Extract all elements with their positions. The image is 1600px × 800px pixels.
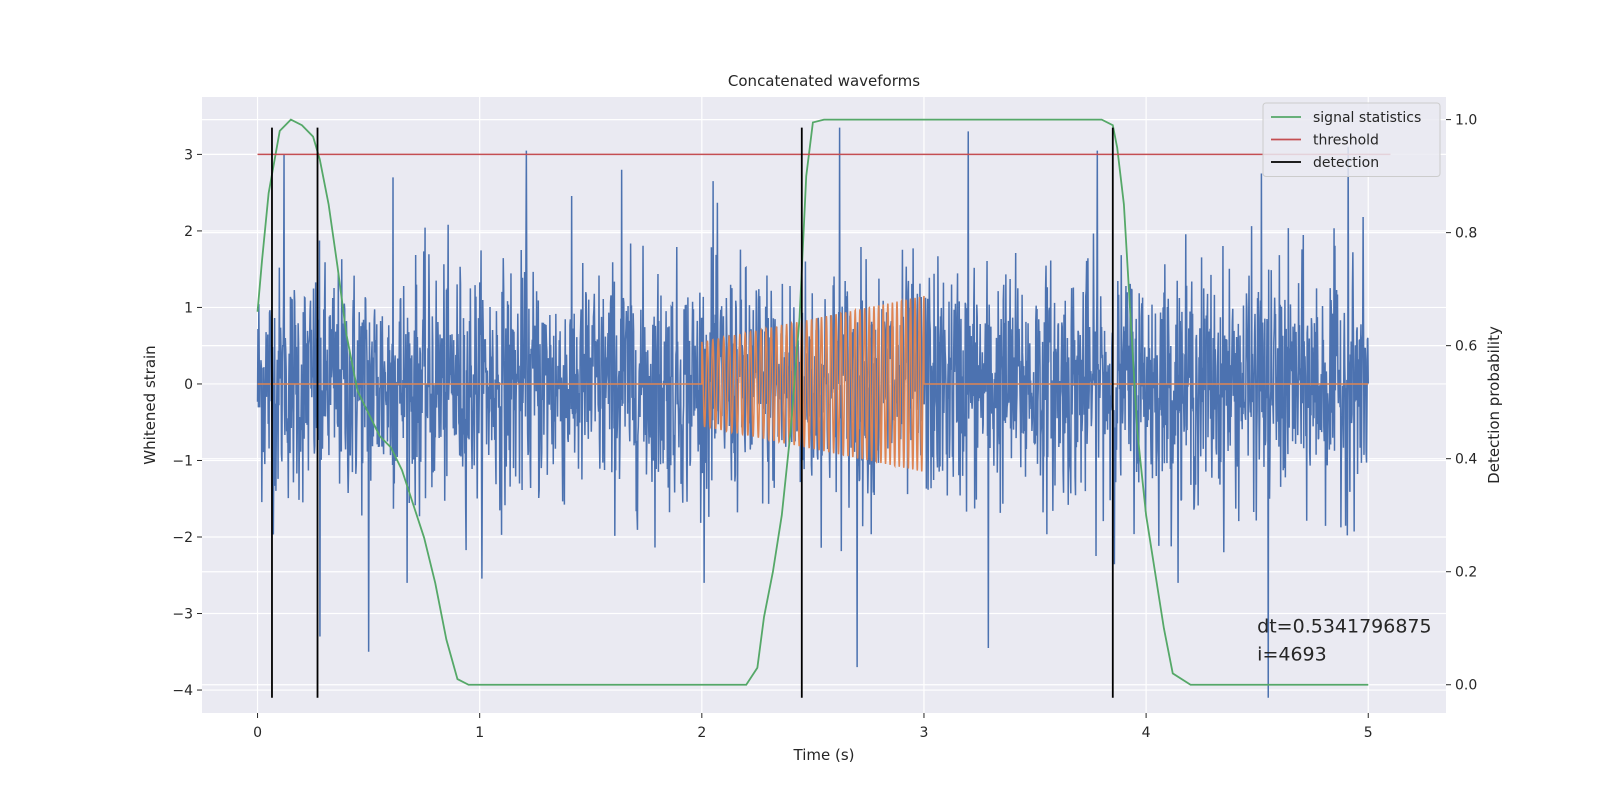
y-right-tick-label: 0.0 xyxy=(1455,678,1477,694)
y-axis-label: Whitened strain xyxy=(141,345,159,464)
y-tick-label: 1 xyxy=(184,300,193,316)
y-right-tick-label: 1.0 xyxy=(1455,113,1477,129)
annotation: dt=0.5341796875 i=4693 xyxy=(1257,616,1431,666)
y-right-tick-label: 0.6 xyxy=(1455,339,1477,355)
plot-content xyxy=(256,118,1391,698)
y-tick-label: −3 xyxy=(172,607,193,623)
legend-label: threshold xyxy=(1313,133,1379,149)
y-right-tick-label: 0.8 xyxy=(1455,226,1477,242)
chart-title: Concatenated waveforms xyxy=(728,72,920,90)
x-tick-label: 5 xyxy=(1364,725,1373,741)
y-tick-label: −4 xyxy=(172,683,193,699)
legend-label: detection xyxy=(1313,155,1379,171)
signal-series xyxy=(257,295,1369,472)
signal-statistics-line xyxy=(256,118,1369,686)
x-tick-label: 4 xyxy=(1142,725,1151,741)
legend-label: signal statistics xyxy=(1313,110,1421,126)
y-tick-label: 0 xyxy=(184,377,193,393)
x-tick-label: 2 xyxy=(697,725,706,741)
x-tick-label: 3 xyxy=(920,725,929,741)
x-tick-label: 0 xyxy=(253,725,262,741)
legend: signal statistics threshold detection xyxy=(1262,102,1441,177)
x-tick-label: 1 xyxy=(475,725,484,741)
y-tick-label: −2 xyxy=(172,530,193,546)
y-tick-label: 2 xyxy=(184,224,193,240)
annotation-text: dt=0.5341796875 xyxy=(1257,616,1431,638)
axes: 0 1 2 3 4 5 3 2 1 0 −1 −2 −3 −4 1.0 0.8 0.6 0.4 0.2 0.0 xyxy=(172,113,1477,741)
x-axis-label: Time (s) xyxy=(793,746,855,764)
y-right-tick-label: 0.4 xyxy=(1455,452,1477,468)
y-tick-label: −1 xyxy=(172,453,193,469)
annotation-text: i=4693 xyxy=(1257,644,1327,666)
legend-box xyxy=(1262,102,1441,177)
y-tick-label: 3 xyxy=(184,147,193,163)
y-axis-right-label: Detection probability xyxy=(1485,326,1503,484)
y-right-tick-label: 0.2 xyxy=(1455,565,1477,581)
